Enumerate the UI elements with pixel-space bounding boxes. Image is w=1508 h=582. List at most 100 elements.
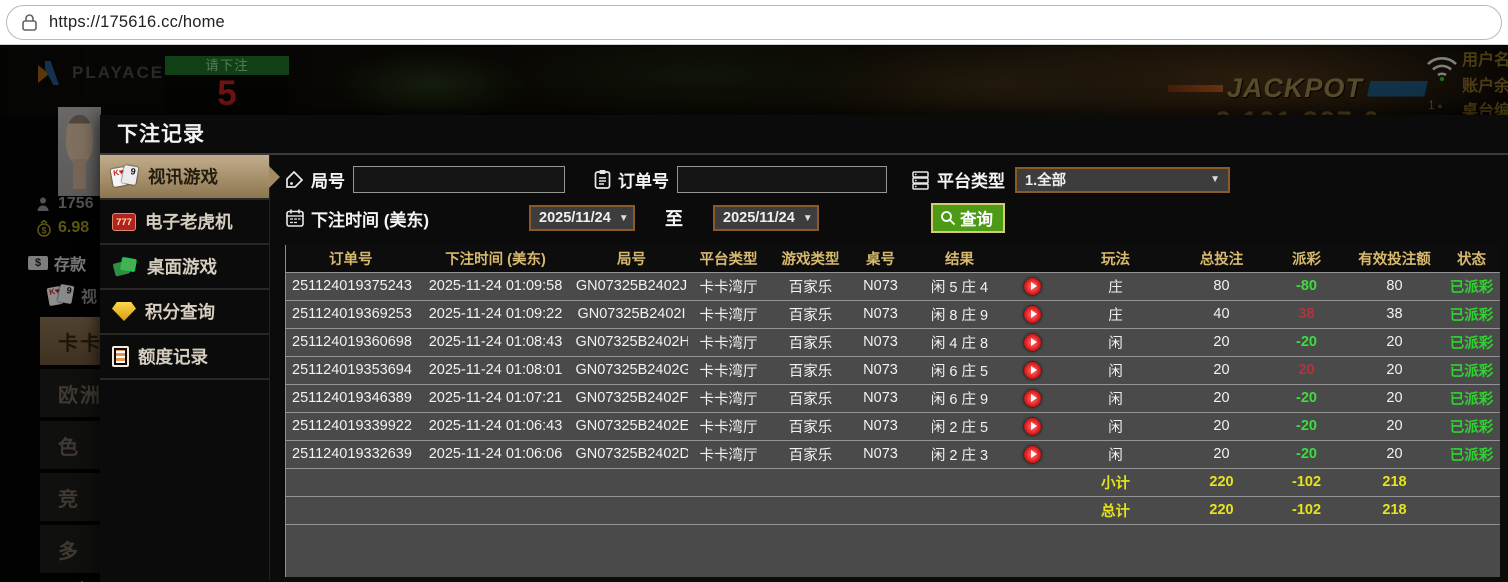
col-replay [1009, 245, 1056, 272]
browser-chrome: https://175616.cc/home [0, 0, 1508, 45]
grand-total-total-bet: 220 [1175, 495, 1268, 524]
cell-order-id: 251124019375243 [285, 271, 416, 300]
date-from-select[interactable]: 2025/11/24 ▼ [529, 205, 635, 231]
cell-valid-bet: 20 [1345, 327, 1444, 356]
cell-table-no: N073 [851, 327, 910, 356]
cell-status: 已派彩 [1443, 411, 1500, 440]
menu-item-label: 视讯游戏 [148, 167, 218, 187]
cell-order-id: 251124019332639 [285, 439, 416, 468]
cell-payout: -20 [1267, 327, 1346, 356]
date-to-value: 2025/11/24 [723, 210, 795, 226]
cell-round-id: GN07325B2402E [575, 411, 688, 440]
cell-order-id: 251124019360698 [285, 327, 416, 356]
col-game-type: 游戏类型 [769, 245, 852, 272]
query-button[interactable]: 查询 [931, 203, 1005, 233]
cell-result: 闲 2 庄 5 [909, 411, 1010, 440]
menu-item-table-games[interactable]: 桌面游戏 [100, 245, 269, 290]
col-play: 玩法 [1055, 245, 1176, 272]
deposit-button[interactable]: $ 存款 [28, 251, 86, 275]
video-games-shortcut[interactable]: K♥ 9 视 [46, 283, 97, 307]
subtotal-label: 小计 [1055, 467, 1176, 496]
menu-item-video-games[interactable]: K♥ 9 视讯游戏 [100, 155, 280, 200]
cell-play-type: 闲 [1055, 355, 1176, 384]
cell-valid-bet: 38 [1345, 299, 1444, 328]
date-to-select[interactable]: 2025/11/24 ▼ [713, 205, 819, 231]
bet-prompt-label: 请下注 [165, 56, 289, 75]
cell-result: 闲 4 庄 8 [909, 327, 1010, 356]
cell-result: 闲 6 庄 9 [909, 383, 1010, 412]
date-from-value: 2025/11/24 [539, 210, 611, 226]
balance-value: 6.98 [58, 219, 90, 236]
cell-table-no: N073 [851, 439, 910, 468]
url-bar[interactable]: https://175616.cc/home [6, 5, 1502, 40]
cell-play-type: 闲 [1055, 439, 1176, 468]
cell-valid-bet: 20 [1345, 411, 1444, 440]
table-row: 251124019375243 2025-11-24 01:09:58 GN07… [285, 271, 1500, 300]
replay-button[interactable] [1024, 417, 1041, 435]
table-header-row: 订单号 下注时间 (美东) 局号 平台类型 游戏类型 桌号 结果 玩法 总投注 … [285, 245, 1500, 272]
replay-button[interactable] [1024, 333, 1041, 351]
cards-icon: K♥ 9 [110, 164, 139, 188]
cell-payout: -20 [1267, 439, 1346, 468]
round-number-input[interactable] [353, 166, 565, 193]
cell-platform: 卡卡湾厅 [687, 271, 770, 300]
empty-table-area [285, 523, 1500, 577]
cell-valid-bet: 20 [1345, 355, 1444, 384]
replay-button[interactable] [1024, 361, 1041, 379]
cell-result: 闲 5 庄 4 [909, 271, 1010, 300]
grand-total-payout: -102 [1267, 495, 1346, 524]
replay-button[interactable] [1024, 445, 1041, 463]
cell-result: 闲 2 庄 3 [909, 439, 1010, 468]
cell-round-id: GN07325B2402H [575, 327, 688, 356]
cell-play-type: 闲 [1055, 411, 1176, 440]
cell-status: 已派彩 [1443, 327, 1500, 356]
menu-item-credit-records[interactable]: 额度记录 [100, 335, 269, 380]
cell-order-id: 251124019346389 [285, 383, 416, 412]
menu-item-points-query[interactable]: 积分查询 [100, 290, 269, 335]
playace-logo-icon [38, 61, 64, 85]
diamond-icon [112, 302, 136, 321]
replay-button[interactable] [1024, 389, 1041, 407]
cell-platform: 卡卡湾厅 [687, 383, 770, 412]
grand-total-row: 总计 220 -102 218 [285, 495, 1500, 524]
cell-result: 闲 6 庄 5 [909, 355, 1010, 384]
replay-button[interactable] [1024, 305, 1041, 323]
table-body: 251124019375243 2025-11-24 01:09:58 GN07… [285, 271, 1500, 468]
cell-play-type: 闲 [1055, 327, 1176, 356]
subtotal-total-bet: 220 [1175, 467, 1268, 496]
cell-total-bet: 20 [1175, 327, 1268, 356]
modal-content: 局号 订单号 平台类型 1.全部 ▼ [270, 155, 1508, 580]
deposit-icon: $ [28, 256, 48, 270]
replay-button[interactable] [1024, 277, 1041, 295]
order-number-input[interactable] [677, 166, 887, 193]
cell-round-id: GN07325B2402J [575, 271, 688, 300]
table-games-icon [112, 256, 138, 278]
grand-total-valid-bet: 218 [1345, 495, 1444, 524]
subtotal-valid-bet: 218 [1345, 467, 1444, 496]
url-text[interactable]: https://175616.cc/home [49, 13, 225, 31]
cell-platform: 卡卡湾厅 [687, 355, 770, 384]
cell-table-no: N073 [851, 299, 910, 328]
jackpot-label: JACKPOT [1226, 73, 1363, 103]
menu-item-slots[interactable]: 777 电子老虎机 [100, 200, 269, 245]
cell-payout: -20 [1267, 383, 1346, 412]
cell-payout: 20 [1267, 355, 1346, 384]
table-row: 251124019369253 2025-11-24 01:09:22 GN07… [285, 299, 1500, 328]
platform-type-select[interactable]: 1.全部 ▼ [1015, 166, 1230, 193]
cell-payout: 38 [1267, 299, 1346, 328]
cell-status: 已派彩 [1443, 355, 1500, 384]
cell-bet-time: 2025-11-24 01:07:21 [415, 383, 576, 412]
cell-status: 已派彩 [1443, 271, 1500, 300]
bet-countdown-panel: 请下注 5 [165, 56, 289, 115]
jackpot-orange-bar [1168, 85, 1223, 92]
chevron-down-icon: ▼ [802, 212, 813, 224]
svg-text:$: $ [42, 225, 47, 235]
username-label: 用户名称 [1462, 52, 1508, 69]
platform-type-label: 平台类型 [937, 172, 1005, 191]
cell-total-bet: 80 [1175, 271, 1268, 300]
dealer-avatar [58, 107, 101, 196]
col-result: 结果 [909, 245, 1010, 272]
bet-record-modal: 下注记录 K♥ 9 视讯游戏 777 电子老虎机 桌面游戏 积分查询 [100, 115, 1508, 582]
date-to-label: 至 [665, 209, 683, 229]
